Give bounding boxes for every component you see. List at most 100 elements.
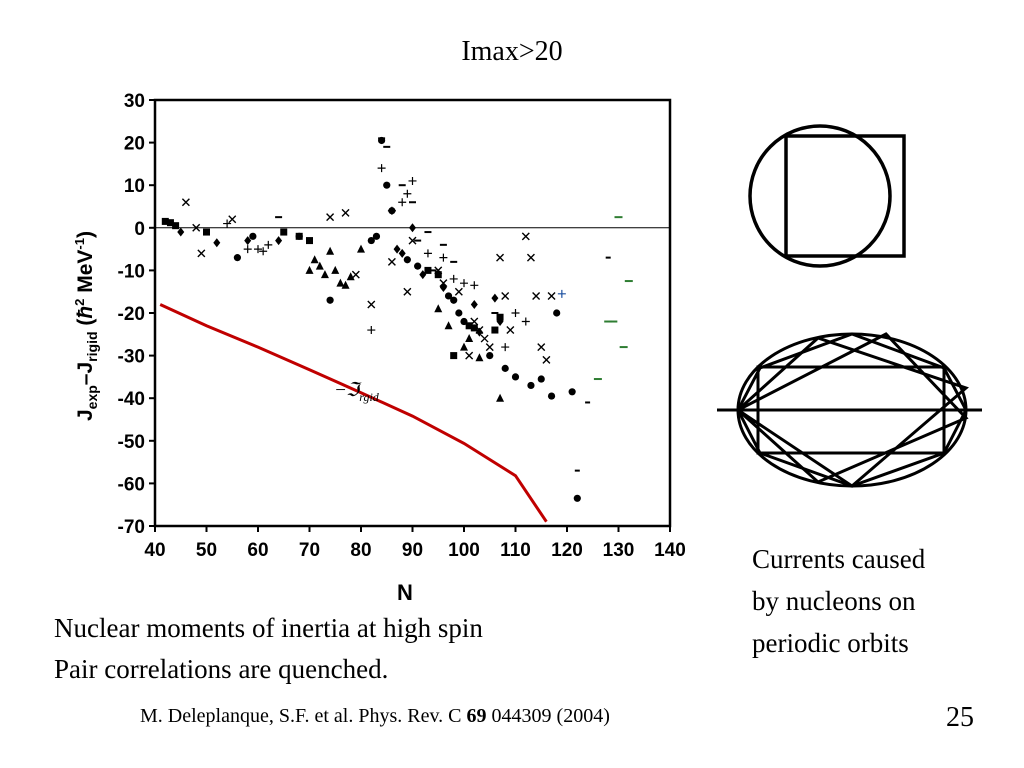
x-tick-label: 140 [654,540,686,561]
y-label-hbar: ħ [74,306,97,319]
slide-title: Imax>20 [461,36,563,67]
data-point-cross [439,279,448,288]
data-point-square [470,324,478,332]
data-point-plus-blue [557,289,566,298]
data-point-circle [249,232,257,240]
curve-label-symbol: ℑ [346,380,362,401]
data-point-plus [243,245,252,254]
data-point-circle [511,373,520,381]
data-point-circle [573,494,581,502]
data-point-diamond [496,317,504,327]
rigid-curve-label: −ℑrgid [335,380,380,404]
data-point-circle [444,292,453,300]
y-tick-label: -50 [118,432,145,453]
data-point-cross [496,253,505,262]
y-label-units-mid: MeV [74,250,97,299]
data-point-square [166,219,174,227]
data-point-circle [553,309,561,317]
data-point-square [491,326,499,334]
x-tick-label: 80 [350,540,371,561]
data-point-diamond [491,293,499,303]
data-point-diamond [213,238,221,248]
reference-suffix: 044309 (2004) [486,705,610,727]
data-point-plus [423,249,432,258]
plot-frame [153,98,672,528]
data-point-cross [506,326,515,335]
data-point-cross [197,249,206,258]
data-point-triangle [315,261,324,270]
data-point-plus [470,281,479,290]
y-label-inv: -1 [72,238,87,250]
y-tick-label: -70 [118,517,145,538]
data-point-triangle [331,265,340,274]
y-label-j2: J [74,362,97,374]
data-point-triangle [465,334,474,343]
data-point-plus [521,317,530,326]
data-point-triangle [336,278,345,287]
data-point-diamond [244,236,252,246]
rectangle-orbit [756,365,946,455]
y-label-sub2: rigid [84,331,100,361]
plot-area [153,98,672,528]
x-tick-label: 100 [448,540,480,561]
data-point-square [295,232,303,240]
rigid-curve-line [159,303,548,523]
data-point-square [203,228,210,236]
orbits-caption-line-1: Currents caused [752,544,926,574]
data-point-cross [547,291,556,300]
y-tick-label: 10 [124,176,145,197]
data-point-triangle [460,342,468,351]
y-axis-label: Jexp–Jrigid (ħ2 MeV-1) [72,231,100,421]
data-point-cross [501,291,510,300]
y-tick-label: 30 [124,91,145,112]
data-point-cross [485,343,494,352]
data-point-circle [537,375,545,383]
data-point-plus [223,219,232,228]
curve-label-sub: rgid [359,390,380,404]
data-point-plus [439,253,448,262]
y-tick-label: 20 [124,134,145,155]
square-orbit [784,134,906,258]
data-points-layer [161,136,633,502]
data-point-square [306,237,313,245]
data-point-circle [455,309,463,317]
data-point-cross [351,270,360,279]
data-point-cross [521,232,530,241]
data-point-plus [398,198,407,207]
data-point-square [172,222,180,230]
data-point-circle [547,392,556,400]
circle-shape [748,124,892,268]
data-point-plus [460,279,468,288]
data-point-circle [383,181,391,189]
data-point-diamond [439,282,447,292]
data-point-circle [233,254,241,262]
data-point-cross [387,257,396,266]
x-tick-label: 130 [603,540,635,561]
data-point-cross [454,287,463,296]
data-point-diamond [398,248,406,258]
x-tick-label: 120 [551,540,583,561]
data-point-triangle [341,280,350,289]
data-point-square [424,266,432,274]
data-point-circle [403,256,411,264]
orbits-caption-line-3: periodic orbits [752,628,909,658]
data-point-triangle [475,353,484,362]
x-axis-label: N [397,580,413,605]
y-tick-label: 0 [134,219,145,240]
data-point-square [161,217,169,225]
y-label-sq: 2 [72,299,87,306]
y-label-units-close: ) [74,231,97,238]
data-point-triangle [357,244,365,253]
y-tick-label: -60 [118,474,145,495]
data-point-cross [465,351,474,360]
x-tick-label: 50 [196,540,217,561]
data-point-cross [341,208,350,217]
data-point-cross [434,266,443,275]
data-point-triangle [434,304,443,313]
data-point-triangle [305,265,314,274]
x-tick-label: 70 [299,540,320,561]
data-point-plus [408,176,417,185]
data-point-plus [511,309,520,317]
x-tick-label: 90 [402,540,423,561]
data-point-plus [367,326,376,335]
